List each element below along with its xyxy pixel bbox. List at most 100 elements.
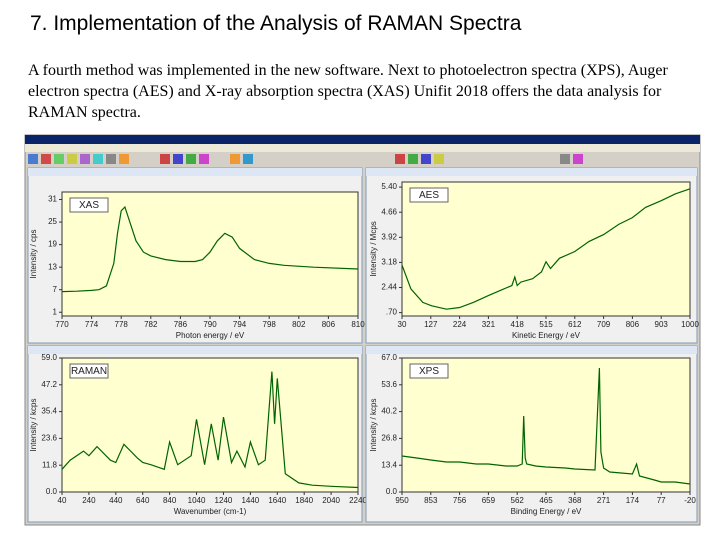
y-tick-label: 59.0 xyxy=(41,353,57,362)
plot-area xyxy=(401,357,691,493)
y-tick-label: 3.18 xyxy=(381,258,397,267)
x-tick-label: 794 xyxy=(233,320,247,329)
x-tick-label: 2040 xyxy=(322,496,340,505)
x-tick-label: 321 xyxy=(482,320,496,329)
window-title-bar xyxy=(28,168,362,176)
y-tick-label: 0.0 xyxy=(46,487,58,496)
spectrum-label: AES xyxy=(419,190,439,201)
y-tick-label: 53.6 xyxy=(381,380,397,389)
x-tick-label: 659 xyxy=(482,496,496,505)
spectrum-line xyxy=(61,205,359,293)
x-tick-label: 1640 xyxy=(268,496,286,505)
x-tick-label: 853 xyxy=(424,496,438,505)
y-tick-label: 5.40 xyxy=(381,182,397,191)
y-tick-label: 19 xyxy=(48,240,57,249)
x-tick-label: 709 xyxy=(597,320,611,329)
spectrum-line xyxy=(61,371,359,489)
y-tick-label: 0.0 xyxy=(386,487,398,496)
y-tick-label: 25 xyxy=(48,217,57,226)
toolbar[interactable] xyxy=(28,154,583,164)
y-axis-label: Intensity / Mcps xyxy=(369,221,378,277)
x-tick-label: 30 xyxy=(398,320,407,329)
window-title-bar xyxy=(366,346,697,354)
y-tick-label: 7 xyxy=(53,285,58,294)
spectrum-label-box xyxy=(409,363,449,379)
x-tick-label: 440 xyxy=(109,496,123,505)
window-title-bar xyxy=(28,346,362,354)
x-tick-label: 770 xyxy=(55,320,69,329)
menu-bar[interactable] xyxy=(25,144,700,152)
spectrum-label-box xyxy=(69,197,109,213)
x-tick-label: 127 xyxy=(424,320,438,329)
y-tick-label: 13.4 xyxy=(381,460,397,469)
plot-area xyxy=(401,181,691,317)
x-axis-label: Wavenumber (cm-1) xyxy=(174,507,247,516)
x-tick-label: 1240 xyxy=(215,496,233,505)
x-tick-label: 640 xyxy=(136,496,150,505)
x-tick-label: 903 xyxy=(655,320,669,329)
x-tick-label: 562 xyxy=(511,496,525,505)
x-tick-label: 806 xyxy=(322,320,336,329)
y-tick-label: 23.6 xyxy=(41,434,57,443)
y-tick-label: 47.2 xyxy=(41,380,57,389)
x-tick-label: 786 xyxy=(174,320,188,329)
x-tick-label: 806 xyxy=(626,320,640,329)
x-tick-label: 1440 xyxy=(241,496,259,505)
y-tick-label: 11.8 xyxy=(42,460,58,469)
y-tick-label: 67.0 xyxy=(381,353,397,362)
plot-area xyxy=(61,357,359,493)
x-tick-label: 40 xyxy=(58,496,67,505)
x-tick-label: 1840 xyxy=(295,496,313,505)
x-tick-label: 810 xyxy=(351,320,365,329)
x-tick-label: 418 xyxy=(511,320,525,329)
x-tick-label: 782 xyxy=(144,320,158,329)
x-tick-label: 774 xyxy=(85,320,99,329)
slide-title: 7. Implementation of the Analysis of RAM… xyxy=(30,12,522,35)
spectrum-label: XAS xyxy=(79,200,99,211)
x-tick-label: 802 xyxy=(292,320,306,329)
y-tick-label: 40.2 xyxy=(381,407,397,416)
y-tick-label: 13 xyxy=(48,262,57,271)
spectrum-label: XPS xyxy=(419,366,439,377)
spectrum-line xyxy=(401,188,691,310)
slide-text: A fourth method was implemented in the n… xyxy=(28,62,668,121)
y-tick-label: 26.8 xyxy=(381,434,397,443)
x-tick-label: 515 xyxy=(539,320,553,329)
x-tick-label: 950 xyxy=(395,496,409,505)
y-tick-label: 1 xyxy=(53,307,58,316)
x-tick-label: 778 xyxy=(115,320,129,329)
y-tick-label: 4.66 xyxy=(381,207,397,216)
y-axis-label: Intensity / kcps xyxy=(29,399,38,452)
spectrum-label-box xyxy=(409,187,449,203)
y-tick-label: .70 xyxy=(386,308,398,317)
x-tick-label: 368 xyxy=(568,496,582,505)
y-axis-label: Intensity / kcps xyxy=(369,399,378,452)
x-tick-label: 224 xyxy=(453,320,467,329)
spectrum-line xyxy=(401,367,691,485)
x-tick-label: 612 xyxy=(568,320,582,329)
x-tick-label: 798 xyxy=(263,320,277,329)
x-axis-label: Binding Energy / eV xyxy=(511,507,582,516)
y-tick-label: 3.92 xyxy=(381,232,397,241)
x-tick-label: -20 xyxy=(684,496,696,505)
x-tick-label: 1040 xyxy=(188,496,206,505)
y-tick-label: 2.44 xyxy=(381,283,397,292)
x-tick-label: 271 xyxy=(597,496,611,505)
x-tick-label: 77 xyxy=(657,496,666,505)
x-tick-label: 790 xyxy=(203,320,217,329)
x-tick-label: 2240 xyxy=(349,496,367,505)
x-tick-label: 174 xyxy=(626,496,640,505)
x-tick-label: 1000 xyxy=(681,320,699,329)
spectrum-label: RAMAN xyxy=(71,366,107,377)
y-axis-label: Intensity / cps xyxy=(29,230,38,279)
window-title-bar xyxy=(366,168,697,176)
title-bar xyxy=(25,135,700,144)
x-axis-label: Kinetic Energy / eV xyxy=(512,331,581,340)
y-tick-label: 35.4 xyxy=(41,407,57,416)
x-tick-label: 840 xyxy=(163,496,177,505)
y-tick-label: 31 xyxy=(48,195,57,204)
x-tick-label: 240 xyxy=(82,496,96,505)
spectrum-label-box xyxy=(69,363,109,379)
